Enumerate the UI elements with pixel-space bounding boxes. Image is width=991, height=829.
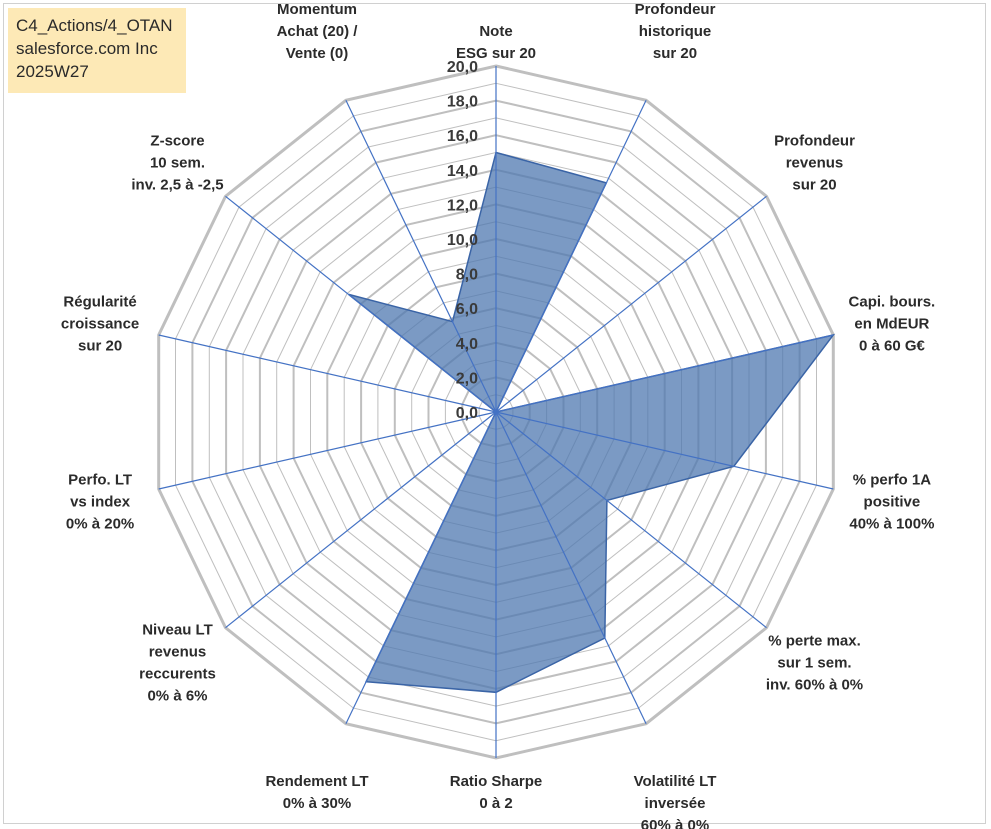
chart-title-box: C4_Actions/4_OTAN salesforce.com Inc 202… [8, 8, 186, 93]
axis-spoke [158, 334, 497, 413]
category-label-line: 60% à 0% [641, 817, 709, 829]
category-label: Régularité croissance sur 20 [61, 293, 139, 354]
category-label-line: Profondeur [635, 1, 716, 18]
title-line-3: 2025W27 [16, 62, 89, 81]
category-label-line: sur 20 [78, 337, 122, 354]
axis-spoke [345, 100, 497, 413]
category-label-line: Rendement LT [265, 773, 368, 790]
category-label-line: 0 à 2 [479, 795, 512, 812]
category-label: Rendement LT 0% à 30% [265, 773, 368, 812]
series-area [348, 151, 836, 694]
category-label-line: vs index [70, 494, 131, 511]
axis-spoke [158, 411, 497, 490]
category-label-line: Volatilité LT [634, 773, 717, 790]
category-label: Profondeur revenus sur 20 [774, 133, 855, 194]
category-label: Note ESG sur 20 [456, 23, 536, 62]
tick-label: 16,0 [447, 128, 478, 145]
category-label-line: % perte max. [768, 633, 861, 650]
category-label-line: sur 20 [653, 45, 697, 62]
category-label-line: 0 à 60 G€ [859, 337, 926, 354]
chart-frame [3, 3, 986, 824]
category-label-line: Z-score [150, 133, 204, 150]
axis-spoke [495, 100, 647, 413]
category-label-line: reccurents [139, 666, 216, 683]
category-label: Profondeur historique sur 20 [635, 1, 716, 62]
tick-label: 6,0 [456, 301, 478, 318]
title-line-2: salesforce.com Inc [16, 39, 158, 58]
tick-label: 20,0 [447, 59, 478, 76]
category-label: Niveau LT revenus reccurents 0% à 6% [139, 622, 216, 705]
category-label-line: Niveau LT [142, 622, 213, 639]
category-label-line: Profondeur [774, 133, 855, 150]
tick-label: 4,0 [456, 336, 478, 353]
category-label: % perte max. sur 1 sem. inv. 60% à 0% [766, 633, 863, 694]
category-label: % perfo 1A positive 40% à 100% [849, 472, 934, 533]
axis-spoke [225, 195, 497, 413]
category-label-line: Momentum [277, 1, 357, 18]
tick-label: 14,0 [447, 163, 478, 180]
category-label-line: en MdEUR [854, 315, 929, 332]
category-label-line: revenus [786, 155, 844, 172]
category-label-line: revenus [149, 644, 207, 661]
category-label: Ratio Sharpe 0 à 2 [450, 773, 543, 812]
tick-label: 0,0 [456, 405, 478, 422]
axis-spoke [495, 411, 647, 724]
category-label-line: sur 1 sem. [777, 655, 851, 672]
radar-category-labels: Note ESG sur 20 Profondeur historique sur 20… [61, 1, 935, 829]
category-label-line: Note [479, 23, 512, 40]
axis-spoke [495, 195, 767, 413]
category-label-line: inv. 60% à 0% [766, 677, 863, 694]
category-label-line: positive [864, 494, 921, 511]
category-label-line: Vente (0) [286, 45, 349, 62]
tick-label: 8,0 [456, 267, 478, 284]
category-label-line: 10 sem. [150, 155, 205, 172]
tick-label: 2,0 [456, 370, 478, 387]
category-label: Z-score 10 sem. inv. 2,5 à -2,5 [131, 133, 223, 194]
category-label-line: % perfo 1A [853, 472, 932, 489]
tick-label: 18,0 [447, 94, 478, 111]
axis-spoke [495, 334, 834, 413]
category-label-line: ESG sur 20 [456, 45, 536, 62]
axis-spoke [345, 411, 497, 724]
axis-spoke [495, 411, 767, 629]
category-label-line: sur 20 [792, 177, 836, 194]
category-label-line: inversée [645, 795, 706, 812]
category-label: Momentum Achat (20) / Vente (0) [277, 1, 359, 62]
category-label-line: croissance [61, 315, 139, 332]
radar-axes [158, 66, 834, 758]
category-label-line: 0% à 20% [66, 516, 134, 533]
category-label-line: 0% à 30% [283, 795, 351, 812]
category-label-line: Perfo. LT [68, 472, 132, 489]
radar-tick-labels: 0,0 2,0 4,0 6,0 8,0 10,0 12,0 14,0 16,0 18,0 20,0 [447, 59, 478, 422]
category-label-line: Régularité [63, 293, 136, 310]
category-label-line: Ratio Sharpe [450, 773, 543, 790]
category-label-line: 40% à 100% [849, 516, 934, 533]
axis-spoke [225, 411, 497, 629]
category-label-line: historique [639, 23, 712, 40]
category-label: Volatilité LT inversée 60% à 0% [634, 773, 717, 829]
tick-label: 12,0 [447, 197, 478, 214]
category-label: Perfo. LT vs index 0% à 20% [66, 472, 134, 533]
title-line-1: C4_Actions/4_OTAN [16, 16, 173, 35]
category-label-line: inv. 2,5 à -2,5 [131, 177, 223, 194]
category-label: Capi. bours. en MdEUR 0 à 60 G€ [849, 293, 936, 354]
axis-spoke [495, 411, 834, 490]
category-label-line: 0% à 6% [147, 688, 207, 705]
category-label-line: Achat (20) / [277, 23, 359, 40]
category-label-line: Capi. bours. [849, 293, 936, 310]
radar-series [348, 151, 836, 694]
tick-label: 10,0 [447, 232, 478, 249]
